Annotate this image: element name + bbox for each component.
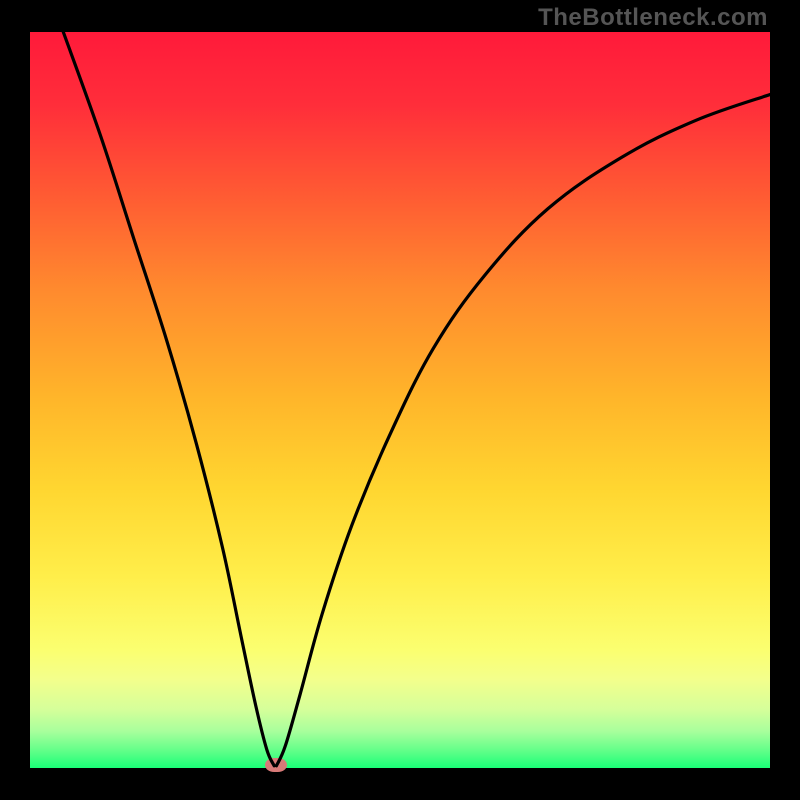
watermark-text: TheBottleneck.com: [538, 4, 768, 32]
curve-path: [63, 32, 274, 766]
curve-path: [276, 95, 770, 766]
bottleneck-curve: [30, 32, 770, 768]
plot-area: [30, 32, 770, 768]
